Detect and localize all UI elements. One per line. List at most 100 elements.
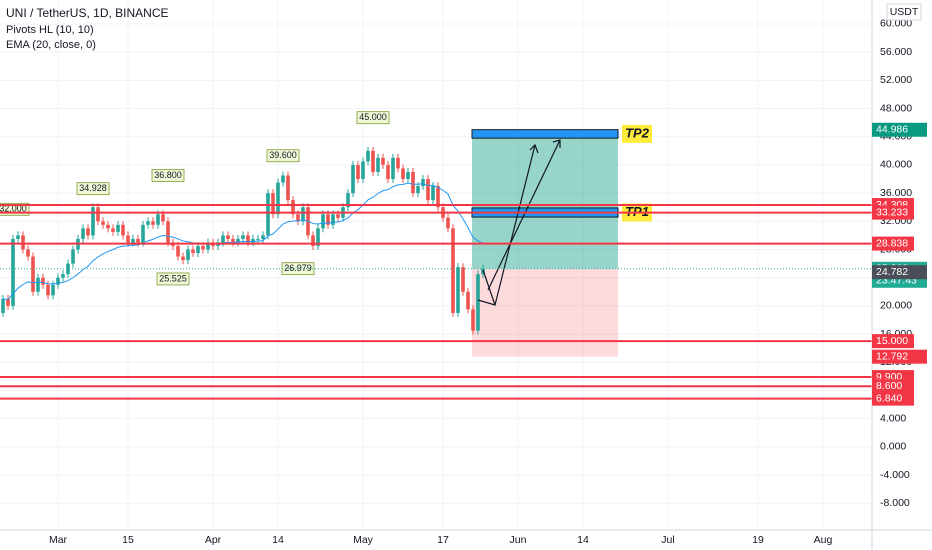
x-tick-label: Apr [205, 534, 222, 546]
candle [406, 171, 410, 180]
candle [351, 164, 355, 194]
tp-tag [622, 124, 652, 143]
candle [21, 235, 25, 250]
x-tick-label: Jun [510, 534, 527, 546]
candle [411, 171, 415, 194]
y-tick-label: -4.000 [880, 469, 910, 481]
y-tick-label: -8.000 [880, 497, 910, 509]
candle [461, 267, 465, 292]
candle [61, 274, 65, 278]
candle [476, 274, 480, 331]
level-label: 6.840 [876, 392, 902, 404]
candle [81, 228, 85, 239]
y-tick-label: 20.000 [880, 300, 912, 312]
candle [236, 238, 240, 243]
price-tag [872, 349, 927, 364]
candle [276, 182, 280, 215]
candle [126, 235, 130, 243]
stop-zone [472, 268, 618, 357]
candle [421, 179, 425, 187]
level-tag [872, 334, 914, 349]
candle [366, 150, 370, 162]
pivot-label: 36.800 [154, 170, 182, 180]
candle [71, 249, 75, 264]
x-tick-label: 15 [122, 534, 134, 546]
y-tick-label: 0.000 [880, 441, 906, 453]
price-tag-label: 12.792 [876, 350, 908, 362]
indicator: EMA (20, close, 0) [6, 39, 96, 51]
candle [141, 224, 145, 243]
tp-label: TP2 [625, 125, 650, 140]
pivot-label: 39.600 [269, 150, 297, 160]
x-tick-label: May [353, 534, 374, 546]
level-label: 33.233 [876, 206, 908, 218]
currency-box [886, 3, 922, 21]
candle [241, 235, 245, 239]
y-tick-label: 48.000 [880, 102, 912, 114]
candle [221, 235, 225, 243]
candle [146, 221, 150, 225]
candle [156, 214, 160, 225]
ema-line [2, 182, 484, 301]
pivot-box [156, 272, 190, 286]
pivot-box [76, 182, 110, 196]
price-tag-label: 24.782 [876, 266, 908, 278]
candle [371, 150, 375, 172]
candle [31, 256, 35, 292]
candle [181, 256, 185, 261]
pivot-box [266, 149, 300, 163]
candle [226, 235, 230, 239]
candle [426, 179, 430, 201]
level-tag [872, 205, 914, 220]
candle [201, 245, 205, 250]
y-tick-label: 60.000 [880, 18, 912, 30]
candle [231, 238, 235, 243]
y-tick-label: 56.000 [880, 46, 912, 58]
candle [266, 193, 270, 236]
candle [401, 168, 405, 180]
candle [116, 224, 120, 232]
candle [46, 284, 50, 296]
candle [446, 217, 450, 229]
pivot-box [151, 169, 185, 182]
x-tick-label: 19 [752, 534, 764, 546]
x-tick-label: 14 [577, 534, 589, 546]
plot: 32.000 34.928 36.800 25.525 39.600 26.979 45.0… [0, 111, 618, 357]
candle [431, 186, 435, 201]
level-tag [872, 379, 914, 394]
candle [296, 214, 300, 222]
candle [191, 249, 195, 254]
candle [396, 157, 400, 169]
candle [66, 263, 70, 275]
candle [416, 186, 420, 194]
candle [451, 228, 455, 313]
price-axis: 60.00056.00052.00048.00044.00040.00036.0… [49, 18, 927, 546]
candle [331, 214, 335, 225]
candle [391, 157, 395, 180]
price-tag [872, 265, 927, 280]
candle [281, 175, 285, 183]
candle [471, 309, 475, 331]
x-tick-label: 14 [272, 534, 284, 546]
arrow [482, 269, 496, 306]
price-tag-label: 44.986 [876, 124, 908, 136]
arrow [552, 139, 561, 148]
candle [166, 221, 170, 243]
tp-label: TP1 [625, 204, 649, 219]
candle [336, 214, 340, 218]
level-label: 15.000 [876, 335, 908, 347]
candle [111, 228, 115, 232]
chart-title: UNI / TetherUS, 1D, BINANCE [6, 6, 169, 20]
candle [261, 235, 265, 239]
candle [196, 245, 200, 254]
tp-box [471, 129, 619, 139]
candle [106, 224, 110, 229]
candle [271, 193, 275, 215]
candle [136, 238, 140, 243]
candle [376, 157, 380, 172]
candle [86, 228, 90, 236]
pivot-label: 25.525 [159, 273, 187, 283]
candle [176, 245, 180, 257]
level-label: 8.600 [876, 380, 902, 392]
